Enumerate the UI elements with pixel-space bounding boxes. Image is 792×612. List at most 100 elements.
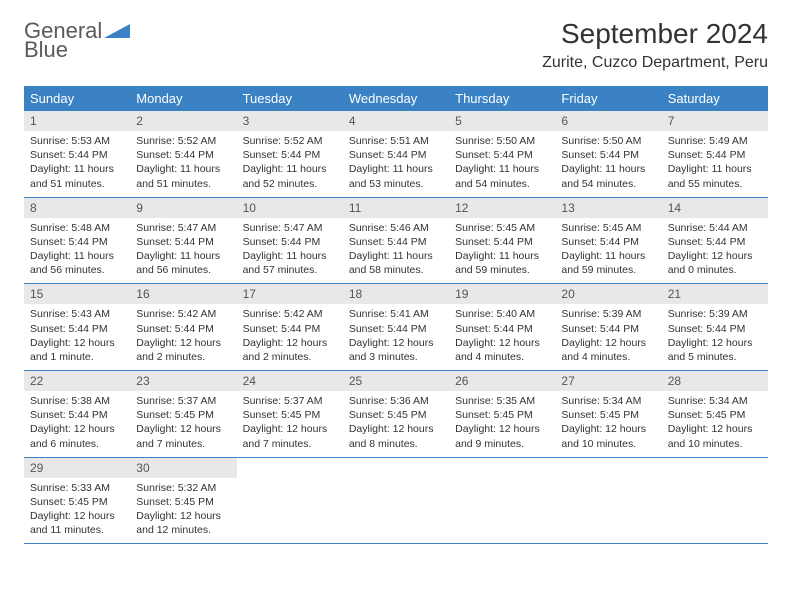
day-data: Sunrise: 5:45 AMSunset: 5:44 PMDaylight:… [449,218,555,284]
day-data: Sunrise: 5:44 AMSunset: 5:44 PMDaylight:… [662,218,768,284]
day-number: 2 [130,111,236,131]
sunrise-text: Sunrise: 5:53 AM [30,134,124,148]
day-data: Sunrise: 5:37 AMSunset: 5:45 PMDaylight:… [130,391,236,457]
sunset-text: Sunset: 5:44 PM [561,322,655,336]
sunset-text: Sunset: 5:44 PM [30,148,124,162]
calendar-cell: 21Sunrise: 5:39 AMSunset: 5:44 PMDayligh… [662,284,768,371]
sunset-text: Sunset: 5:44 PM [136,148,230,162]
sunset-text: Sunset: 5:45 PM [243,408,337,422]
day-data: Sunrise: 5:37 AMSunset: 5:45 PMDaylight:… [237,391,343,457]
calendar-row: 15Sunrise: 5:43 AMSunset: 5:44 PMDayligh… [24,284,768,371]
daylight-text: Daylight: 12 hours and 8 minutes. [349,422,443,450]
calendar-cell [343,457,449,544]
calendar-cell [449,457,555,544]
day-number: 27 [555,371,661,391]
weekday-header-row: Sunday Monday Tuesday Wednesday Thursday… [24,86,768,111]
sunrise-text: Sunrise: 5:49 AM [668,134,762,148]
daylight-text: Daylight: 12 hours and 0 minutes. [668,249,762,277]
calendar-row: 29Sunrise: 5:33 AMSunset: 5:45 PMDayligh… [24,457,768,544]
day-data: Sunrise: 5:46 AMSunset: 5:44 PMDaylight:… [343,218,449,284]
daylight-text: Daylight: 12 hours and 11 minutes. [30,509,124,537]
sunrise-text: Sunrise: 5:50 AM [561,134,655,148]
calendar-cell: 9Sunrise: 5:47 AMSunset: 5:44 PMDaylight… [130,197,236,284]
daylight-text: Daylight: 11 hours and 54 minutes. [455,162,549,190]
day-data: Sunrise: 5:34 AMSunset: 5:45 PMDaylight:… [555,391,661,457]
weekday-sat: Saturday [662,86,768,111]
sunrise-text: Sunrise: 5:42 AM [243,307,337,321]
sunrise-text: Sunrise: 5:52 AM [136,134,230,148]
sunrise-text: Sunrise: 5:42 AM [136,307,230,321]
calendar-cell: 14Sunrise: 5:44 AMSunset: 5:44 PMDayligh… [662,197,768,284]
day-data: Sunrise: 5:43 AMSunset: 5:44 PMDaylight:… [24,304,130,370]
calendar-cell [237,457,343,544]
day-number: 15 [24,284,130,304]
day-number: 17 [237,284,343,304]
day-number: 10 [237,198,343,218]
day-data: Sunrise: 5:50 AMSunset: 5:44 PMDaylight:… [555,131,661,197]
daylight-text: Daylight: 11 hours and 59 minutes. [455,249,549,277]
day-number: 14 [662,198,768,218]
calendar-cell: 8Sunrise: 5:48 AMSunset: 5:44 PMDaylight… [24,197,130,284]
day-data: Sunrise: 5:32 AMSunset: 5:45 PMDaylight:… [130,478,236,544]
day-number: 21 [662,284,768,304]
calendar-cell: 7Sunrise: 5:49 AMSunset: 5:44 PMDaylight… [662,111,768,197]
sunrise-text: Sunrise: 5:36 AM [349,394,443,408]
calendar-row: 1Sunrise: 5:53 AMSunset: 5:44 PMDaylight… [24,111,768,197]
sunrise-text: Sunrise: 5:37 AM [243,394,337,408]
day-data: Sunrise: 5:38 AMSunset: 5:44 PMDaylight:… [24,391,130,457]
day-data: Sunrise: 5:40 AMSunset: 5:44 PMDaylight:… [449,304,555,370]
calendar-cell: 17Sunrise: 5:42 AMSunset: 5:44 PMDayligh… [237,284,343,371]
calendar-cell: 27Sunrise: 5:34 AMSunset: 5:45 PMDayligh… [555,371,661,458]
calendar-table: Sunday Monday Tuesday Wednesday Thursday… [24,86,768,544]
sunrise-text: Sunrise: 5:47 AM [136,221,230,235]
day-number: 20 [555,284,661,304]
sunset-text: Sunset: 5:44 PM [30,408,124,422]
sunset-text: Sunset: 5:44 PM [349,148,443,162]
sunset-text: Sunset: 5:44 PM [668,148,762,162]
logo: General Blue [24,18,130,61]
calendar-cell [555,457,661,544]
calendar-cell: 2Sunrise: 5:52 AMSunset: 5:44 PMDaylight… [130,111,236,197]
daylight-text: Daylight: 11 hours and 57 minutes. [243,249,337,277]
day-data: Sunrise: 5:42 AMSunset: 5:44 PMDaylight:… [130,304,236,370]
weekday-wed: Wednesday [343,86,449,111]
daylight-text: Daylight: 12 hours and 4 minutes. [561,336,655,364]
daylight-text: Daylight: 11 hours and 54 minutes. [561,162,655,190]
day-data: Sunrise: 5:52 AMSunset: 5:44 PMDaylight:… [130,131,236,197]
sunset-text: Sunset: 5:44 PM [349,322,443,336]
sunrise-text: Sunrise: 5:45 AM [455,221,549,235]
sunrise-text: Sunrise: 5:37 AM [136,394,230,408]
day-data: Sunrise: 5:36 AMSunset: 5:45 PMDaylight:… [343,391,449,457]
daylight-text: Daylight: 11 hours and 58 minutes. [349,249,443,277]
sunset-text: Sunset: 5:44 PM [243,148,337,162]
daylight-text: Daylight: 12 hours and 7 minutes. [243,422,337,450]
calendar-cell: 24Sunrise: 5:37 AMSunset: 5:45 PMDayligh… [237,371,343,458]
sunrise-text: Sunrise: 5:32 AM [136,481,230,495]
weekday-fri: Friday [555,86,661,111]
day-number: 3 [237,111,343,131]
weekday-sun: Sunday [24,86,130,111]
day-data: Sunrise: 5:42 AMSunset: 5:44 PMDaylight:… [237,304,343,370]
calendar-cell: 3Sunrise: 5:52 AMSunset: 5:44 PMDaylight… [237,111,343,197]
day-number: 12 [449,198,555,218]
calendar-row: 22Sunrise: 5:38 AMSunset: 5:44 PMDayligh… [24,371,768,458]
day-data: Sunrise: 5:35 AMSunset: 5:45 PMDaylight:… [449,391,555,457]
day-number: 23 [130,371,236,391]
sunset-text: Sunset: 5:45 PM [455,408,549,422]
weekday-tue: Tuesday [237,86,343,111]
month-title: September 2024 [542,18,768,50]
sunrise-text: Sunrise: 5:50 AM [455,134,549,148]
day-number: 1 [24,111,130,131]
day-data: Sunrise: 5:48 AMSunset: 5:44 PMDaylight:… [24,218,130,284]
calendar-cell: 11Sunrise: 5:46 AMSunset: 5:44 PMDayligh… [343,197,449,284]
sunset-text: Sunset: 5:45 PM [136,408,230,422]
sunset-text: Sunset: 5:44 PM [455,322,549,336]
day-data: Sunrise: 5:45 AMSunset: 5:44 PMDaylight:… [555,218,661,284]
day-data: Sunrise: 5:53 AMSunset: 5:44 PMDaylight:… [24,131,130,197]
sunrise-text: Sunrise: 5:39 AM [561,307,655,321]
calendar-cell: 28Sunrise: 5:34 AMSunset: 5:45 PMDayligh… [662,371,768,458]
sunset-text: Sunset: 5:45 PM [30,495,124,509]
daylight-text: Daylight: 12 hours and 12 minutes. [136,509,230,537]
calendar-cell: 10Sunrise: 5:47 AMSunset: 5:44 PMDayligh… [237,197,343,284]
day-data: Sunrise: 5:34 AMSunset: 5:45 PMDaylight:… [662,391,768,457]
